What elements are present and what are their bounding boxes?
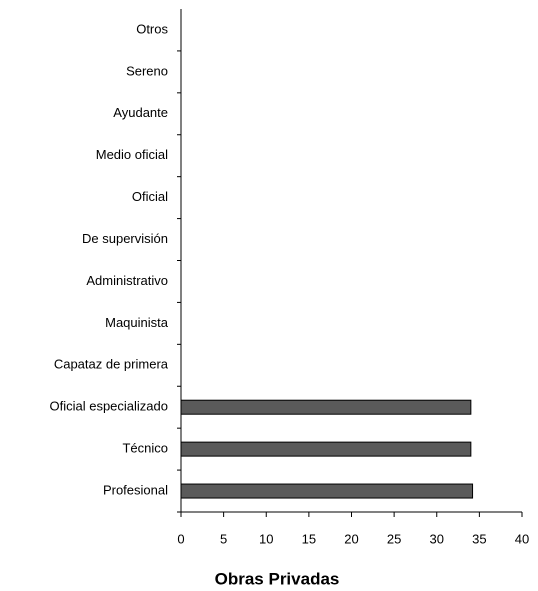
- bar: [180, 483, 474, 499]
- y-tick-label: Oficial: [132, 189, 168, 204]
- x-tick-label: 40: [515, 531, 529, 546]
- y-tick-label: Medio oficial: [96, 147, 168, 162]
- x-tick-label: 10: [259, 531, 273, 546]
- x-tick-label: 15: [302, 531, 316, 546]
- x-axis-title: Obras Privadas: [215, 569, 340, 588]
- x-tick-label: 20: [344, 531, 358, 546]
- y-tick-label: Ayudante: [113, 105, 168, 120]
- x-tick-label: 25: [387, 531, 401, 546]
- y-tick-label: Técnico: [122, 441, 168, 456]
- y-tick-label: Sereno: [126, 63, 168, 78]
- y-tick-label: Oficial especializado: [49, 399, 168, 414]
- bar: [180, 399, 472, 415]
- y-tick-label: Capataz de primera: [54, 357, 169, 372]
- x-tick-label: 35: [472, 531, 486, 546]
- y-tick-label: Administrativo: [86, 273, 168, 288]
- y-tick-label: Profesional: [103, 482, 168, 497]
- y-tick-label: Otros: [136, 21, 168, 36]
- bar: [180, 441, 472, 457]
- x-tick-label: 5: [220, 531, 227, 546]
- x-tick-label: 0: [177, 531, 184, 546]
- y-tick-label: De supervisión: [82, 231, 168, 246]
- x-tick-label: 30: [430, 531, 444, 546]
- y-tick-label: Maquinista: [105, 315, 169, 330]
